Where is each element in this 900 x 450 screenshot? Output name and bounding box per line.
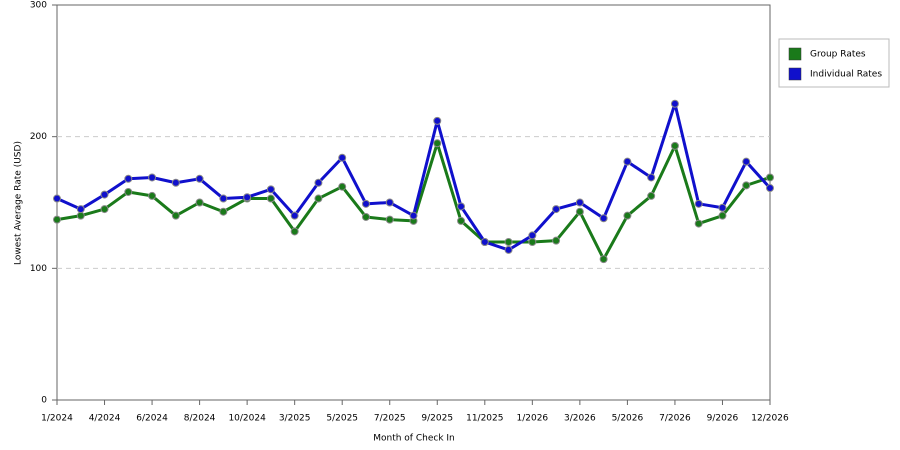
data-point xyxy=(266,194,275,203)
data-point xyxy=(361,212,370,221)
data-point xyxy=(480,238,489,246)
y-axis-label: Lowest Average Rate (USD) xyxy=(14,141,24,265)
data-point xyxy=(647,173,656,182)
x-tick-label: 8/2024 xyxy=(184,414,216,424)
x-tick-label: 5/2025 xyxy=(326,414,358,424)
x-tick-label: 6/2024 xyxy=(136,414,168,424)
data-point xyxy=(124,187,133,196)
x-tick-label: 1/2024 xyxy=(41,414,73,424)
data-point xyxy=(504,245,513,254)
data-point xyxy=(409,211,418,220)
y-tick-label: 100 xyxy=(30,264,47,274)
y-tick-label: 300 xyxy=(30,1,47,11)
data-point xyxy=(457,216,466,225)
data-point xyxy=(148,173,157,182)
data-point xyxy=(552,205,561,214)
data-point xyxy=(219,207,228,216)
data-point xyxy=(338,153,347,162)
data-point xyxy=(266,185,275,194)
data-point xyxy=(53,215,61,224)
series-line xyxy=(56,102,772,252)
data-point xyxy=(457,202,466,211)
data-point xyxy=(694,219,703,228)
data-point xyxy=(76,205,85,214)
data-point xyxy=(670,141,679,150)
x-tick-label: 3/2026 xyxy=(564,414,596,424)
x-tick-label: 7/2025 xyxy=(374,414,406,424)
data-point xyxy=(338,182,347,191)
x-tick-label: 12/2026 xyxy=(751,414,789,424)
data-point xyxy=(385,198,394,207)
data-point xyxy=(53,194,61,203)
data-point xyxy=(195,174,204,183)
data-point xyxy=(623,211,632,220)
legend-swatch xyxy=(788,67,802,81)
data-point xyxy=(243,193,252,202)
data-point xyxy=(171,211,180,220)
y-tick-label: 200 xyxy=(30,132,47,142)
data-point xyxy=(290,227,299,236)
data-point xyxy=(599,214,608,223)
data-point xyxy=(670,99,679,108)
data-point xyxy=(718,203,727,212)
series-line xyxy=(56,141,771,261)
data-point xyxy=(694,199,703,208)
legend-swatch xyxy=(788,47,802,61)
x-tick-label: 9/2025 xyxy=(421,414,453,424)
x-tick-label: 9/2026 xyxy=(707,414,739,424)
data-point xyxy=(742,157,751,166)
data-point xyxy=(718,211,727,220)
data-point xyxy=(575,198,584,207)
x-tick-label: 11/2025 xyxy=(466,414,503,424)
data-point xyxy=(623,157,632,166)
data-point xyxy=(76,211,85,220)
data-point xyxy=(742,181,751,190)
data-point xyxy=(552,236,561,245)
x-axis-label: Month of Check In xyxy=(373,434,455,444)
data-point xyxy=(575,207,584,216)
data-point xyxy=(361,199,370,208)
data-point xyxy=(528,231,537,240)
data-point xyxy=(290,211,299,220)
data-point xyxy=(100,190,109,199)
y-tick-label: 0 xyxy=(41,396,47,406)
data-point xyxy=(195,198,204,207)
plot-frame xyxy=(56,4,771,401)
data-point xyxy=(433,116,442,125)
x-tick-label: 3/2025 xyxy=(279,414,311,424)
data-point xyxy=(766,184,774,193)
data-point xyxy=(647,191,656,200)
data-point xyxy=(314,194,323,203)
data-point xyxy=(171,178,180,187)
data-point xyxy=(528,238,537,246)
x-tick-label: 10/2024 xyxy=(228,414,266,424)
data-point xyxy=(148,191,157,200)
data-point xyxy=(433,139,442,148)
legend-label: Group Rates xyxy=(810,50,866,60)
data-point xyxy=(385,215,394,224)
data-point xyxy=(100,205,109,214)
data-point xyxy=(314,178,323,187)
data-point xyxy=(504,238,513,246)
x-tick-label: 7/2026 xyxy=(659,414,691,424)
x-tick-label: 4/2024 xyxy=(89,414,121,424)
data-point xyxy=(599,255,608,264)
x-tick-label: 5/2026 xyxy=(612,414,644,424)
data-point xyxy=(219,194,228,203)
data-point xyxy=(766,173,774,182)
legend-label: Individual Rates xyxy=(810,70,882,80)
data-point xyxy=(124,174,133,183)
x-tick-label: 1/2026 xyxy=(516,414,548,424)
